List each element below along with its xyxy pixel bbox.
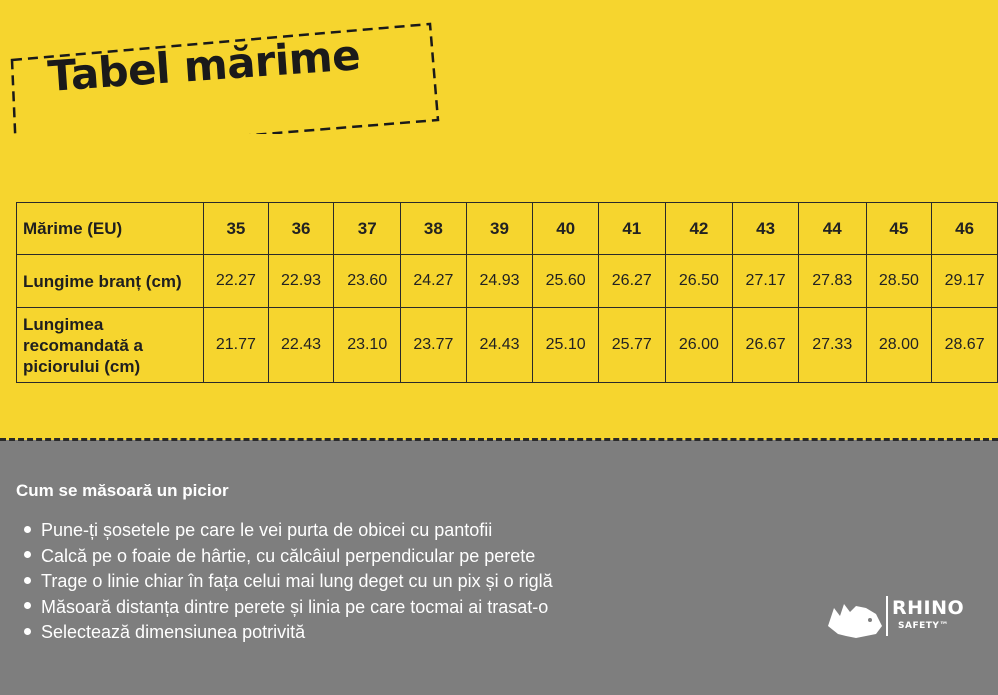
table-cell: 40 (532, 202, 599, 255)
table-cell: 37 (333, 202, 402, 255)
table-cell: 38 (400, 202, 467, 255)
bullet-icon (24, 525, 31, 533)
table-cell: 28.00 (865, 307, 933, 383)
table-row: Mărime (EU) 35 36 37 38 39 40 41 42 43 44 45 46 (15, 202, 998, 255)
row-header: Lungimea recomandată a piciorului (cm) (15, 307, 205, 383)
list-item: Măsoară distanța dintre perete și linia … (24, 595, 553, 621)
table-cell: 42 (664, 202, 734, 255)
table-cell: 36 (267, 202, 335, 255)
logo-subtitle: SAFETY™ (898, 621, 949, 631)
dashed-divider (0, 438, 998, 441)
step-text: Trage o linie chiar în fața celui mai lu… (41, 571, 553, 591)
table-cell: 25.60 (532, 254, 599, 308)
table-cell: 22.43 (267, 307, 335, 383)
table-cell: 41 (597, 202, 666, 255)
bullet-icon (24, 551, 31, 559)
logo-separator (886, 596, 888, 636)
table-cell: 46 (931, 202, 998, 255)
list-item: Selectează dimensiunea potrivită (24, 620, 553, 646)
table-cell: 28.67 (931, 307, 998, 383)
table-cell: 26.00 (664, 307, 734, 383)
table-cell: 22.27 (203, 254, 269, 308)
table-row: Lungimea recomandată a piciorului (cm) 21… (15, 307, 998, 383)
table-row: Lungime branț (cm) 22.27 22.93 23.60 24.27 24… (15, 254, 998, 308)
table-cell: 35 (203, 202, 269, 255)
table-cell: 25.10 (532, 307, 599, 383)
step-text: Măsoară distanța dintre perete și linia … (41, 596, 549, 617)
size-table: Mărime (EU) 35 36 37 38 39 40 41 42 43 44 45 46 Lungi… (15, 202, 998, 383)
table-cell: 44 (797, 202, 867, 255)
logo-brand: RHINO (892, 597, 965, 619)
bullet-icon (24, 576, 31, 584)
table-cell: 25.77 (597, 307, 666, 383)
rhino-icon (828, 604, 882, 638)
title-box (10, 22, 442, 134)
table-cell: 28.50 (865, 254, 933, 308)
step-text: Calcă pe o foaie de hârtie, cu călcâiul … (41, 545, 536, 566)
table-cell: 22.93 (267, 254, 335, 308)
list-item: Pune-ți șosetele pe care le vei purta de… (24, 518, 553, 544)
table-cell: 26.67 (732, 307, 799, 383)
howto-heading: Cum se măsoară un picior (16, 481, 229, 500)
table-cell: 29.17 (931, 254, 998, 308)
table-cell: 43 (732, 202, 799, 255)
table-cell: 39 (465, 202, 534, 255)
table-cell: 26.50 (664, 254, 734, 308)
row-header: Mărime (EU) (15, 202, 205, 255)
table-cell: 23.10 (333, 307, 402, 383)
list-item: Calcă pe o foaie de hârtie, cu călcâiul … (24, 544, 553, 570)
table-cell: 23.77 (400, 307, 467, 383)
steps-list: Pune-ți șosetele pe care le vei purta de… (24, 518, 553, 646)
table-cell: 21.77 (203, 307, 269, 383)
table-cell: 27.17 (732, 254, 799, 308)
table-cell: 27.33 (797, 307, 867, 383)
step-text: Selectează dimensiunea potrivită (41, 622, 306, 642)
table-cell: 26.27 (597, 254, 666, 308)
table-cell: 45 (865, 202, 933, 255)
table-cell: 24.93 (465, 254, 534, 308)
bullet-icon (24, 602, 31, 610)
bullet-icon (24, 627, 31, 635)
dashed-frame (10, 22, 440, 134)
rhino-safety-logo: RHINO SAFETY™ (826, 594, 966, 642)
gray-instructions-section (0, 440, 998, 695)
row-header: Lungime branț (cm) (15, 254, 205, 308)
step-text: Pune-ți șosetele pe care le vei purta de… (41, 520, 493, 540)
table-cell: 23.60 (333, 254, 402, 308)
table-cell: 24.27 (400, 254, 467, 308)
list-item: Trage o linie chiar în fața celui mai lu… (24, 569, 553, 595)
table-cell: 27.83 (797, 254, 867, 308)
table-cell: 24.43 (465, 307, 534, 383)
